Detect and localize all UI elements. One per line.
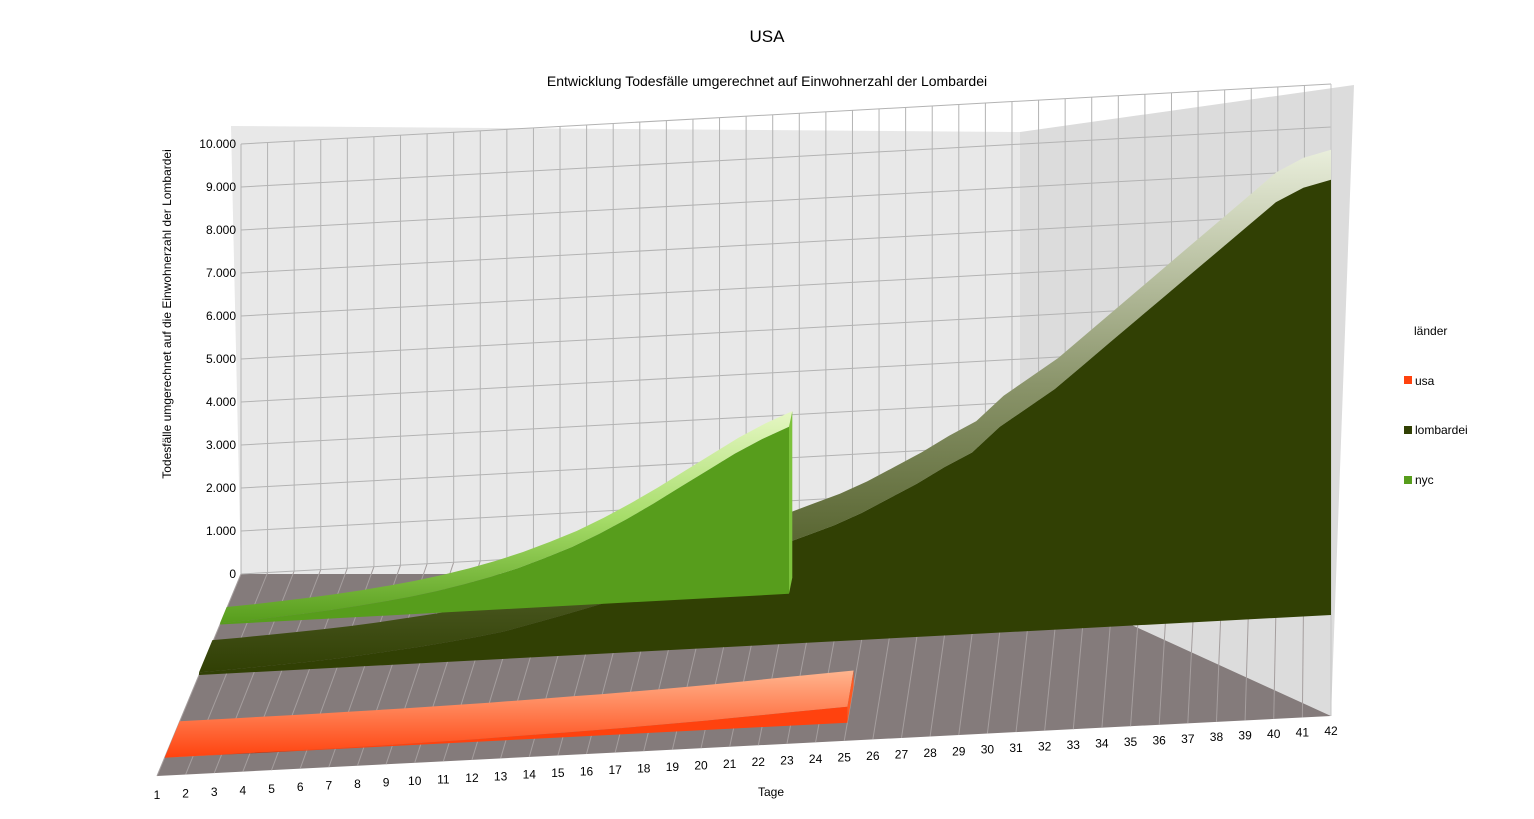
x-tick-label: 6	[297, 780, 304, 794]
x-tick-label: 15	[551, 766, 565, 780]
lombardei-area-front	[199, 179, 1331, 675]
x-tick-label: 33	[1067, 738, 1081, 752]
x-tick-label: 42	[1324, 724, 1338, 738]
legend-item-usa: usa	[1404, 374, 1435, 388]
legend-label-nyc: nyc	[1415, 473, 1434, 487]
x-tick-label: 29	[952, 744, 966, 758]
x-tick-label: 9	[383, 776, 390, 790]
x-tick-label: 40	[1267, 727, 1281, 741]
x-tick-label: 13	[494, 769, 508, 783]
x-tick-label: 3	[211, 785, 218, 799]
x-tick-label: 30	[981, 743, 995, 757]
x-tick-label: 4	[240, 783, 247, 797]
legend-swatch-lombardei	[1404, 426, 1412, 434]
usa-area-end	[847, 670, 854, 723]
x-tick-label: 16	[580, 765, 594, 779]
x-tick-label: 14	[523, 768, 537, 782]
y-tick-label: 6.000	[206, 309, 236, 323]
x-tick-label: 10	[408, 774, 422, 788]
x-tick-label: 2	[182, 786, 189, 800]
x-tick-label: 34	[1095, 736, 1109, 750]
nyc-area-top	[220, 411, 793, 624]
nyc-area-end	[789, 411, 793, 594]
x-tick-label: 24	[809, 752, 823, 766]
series-lombardei	[199, 149, 1331, 675]
x-tick-label: 12	[465, 771, 479, 785]
usa-area-top	[164, 670, 854, 758]
x-tick-label: 26	[866, 749, 880, 763]
chart-title: USA	[750, 27, 786, 46]
grid-line-horizontal	[240, 212, 1332, 274]
y-axis-ticks: 0 1.000 2.000 3.000 4.000 5.000 6.000 7.000 8.00…	[199, 137, 236, 581]
y-tick-label: 10.000	[199, 137, 236, 151]
x-tick-label: 25	[838, 751, 852, 765]
x-tick-label: 17	[608, 763, 622, 777]
legend-title: länder	[1414, 324, 1447, 338]
grid-line-horizontal	[240, 255, 1332, 317]
back-wall	[231, 126, 1020, 574]
x-tick-label: 8	[354, 777, 361, 791]
y-tick-label: 0	[229, 567, 236, 581]
grid-line-horizontal	[240, 169, 1332, 231]
x-tick-label: 23	[780, 754, 794, 768]
y-tick-label: 8.000	[206, 223, 236, 237]
legend-label-lombardei: lombardei	[1415, 423, 1468, 437]
legend: länder usa lombardei nyc	[1404, 324, 1468, 487]
x-tick-label: 27	[895, 747, 909, 761]
x-tick-label: 39	[1238, 729, 1252, 743]
y-tick-label: 9.000	[206, 180, 236, 194]
x-tick-label: 36	[1153, 733, 1167, 747]
legend-swatch-nyc	[1404, 476, 1412, 484]
chart-subtitle: Entwicklung Todesfälle umgerechnet auf E…	[547, 73, 987, 89]
x-tick-label: 19	[666, 760, 680, 774]
x-tick-label: 22	[752, 755, 766, 769]
x-tick-label: 11	[437, 772, 450, 786]
y-tick-label: 1.000	[206, 524, 236, 538]
legend-swatch-usa	[1404, 376, 1412, 384]
y-tick-label: 4.000	[206, 395, 236, 409]
legend-label-usa: usa	[1415, 374, 1435, 388]
x-axis-ticks: 1 2 3 4 5 6 7 8 9 10 11 12 13 14 15 16 17 18 19 20 21 22 23 24 2…	[154, 724, 1338, 802]
x-tick-label: 38	[1210, 730, 1224, 744]
x-tick-label: 5	[268, 782, 275, 796]
x-tick-label: 7	[325, 779, 332, 793]
x-tick-label: 32	[1038, 740, 1052, 754]
series-nyc	[220, 411, 793, 625]
x-tick-label: 28	[923, 746, 937, 760]
y-tick-label: 5.000	[206, 352, 236, 366]
nyc-area-front	[220, 426, 789, 625]
legend-item-nyc: nyc	[1404, 473, 1434, 487]
y-tick-label: 7.000	[206, 266, 236, 280]
y-tick-label: 3.000	[206, 438, 236, 452]
x-tick-label: 31	[1009, 741, 1023, 755]
x-axis-label: Tage	[758, 785, 784, 799]
x-tick-label: 20	[694, 758, 708, 772]
x-tick-label: 37	[1181, 732, 1195, 746]
legend-item-lombardei: lombardei	[1404, 423, 1468, 437]
x-tick-label: 41	[1296, 726, 1310, 740]
grid-line-horizontal	[240, 83, 1332, 145]
x-tick-label: 35	[1124, 735, 1138, 749]
y-axis-label: Todesfälle umgerechnet auf die Einwohner…	[160, 149, 174, 479]
x-tick-label: 1	[154, 788, 161, 802]
series-usa	[164, 670, 854, 758]
x-tick-label: 21	[723, 757, 737, 771]
y-tick-label: 2.000	[206, 481, 236, 495]
x-tick-label: 18	[637, 761, 651, 775]
grid-line-horizontal	[240, 126, 1332, 188]
